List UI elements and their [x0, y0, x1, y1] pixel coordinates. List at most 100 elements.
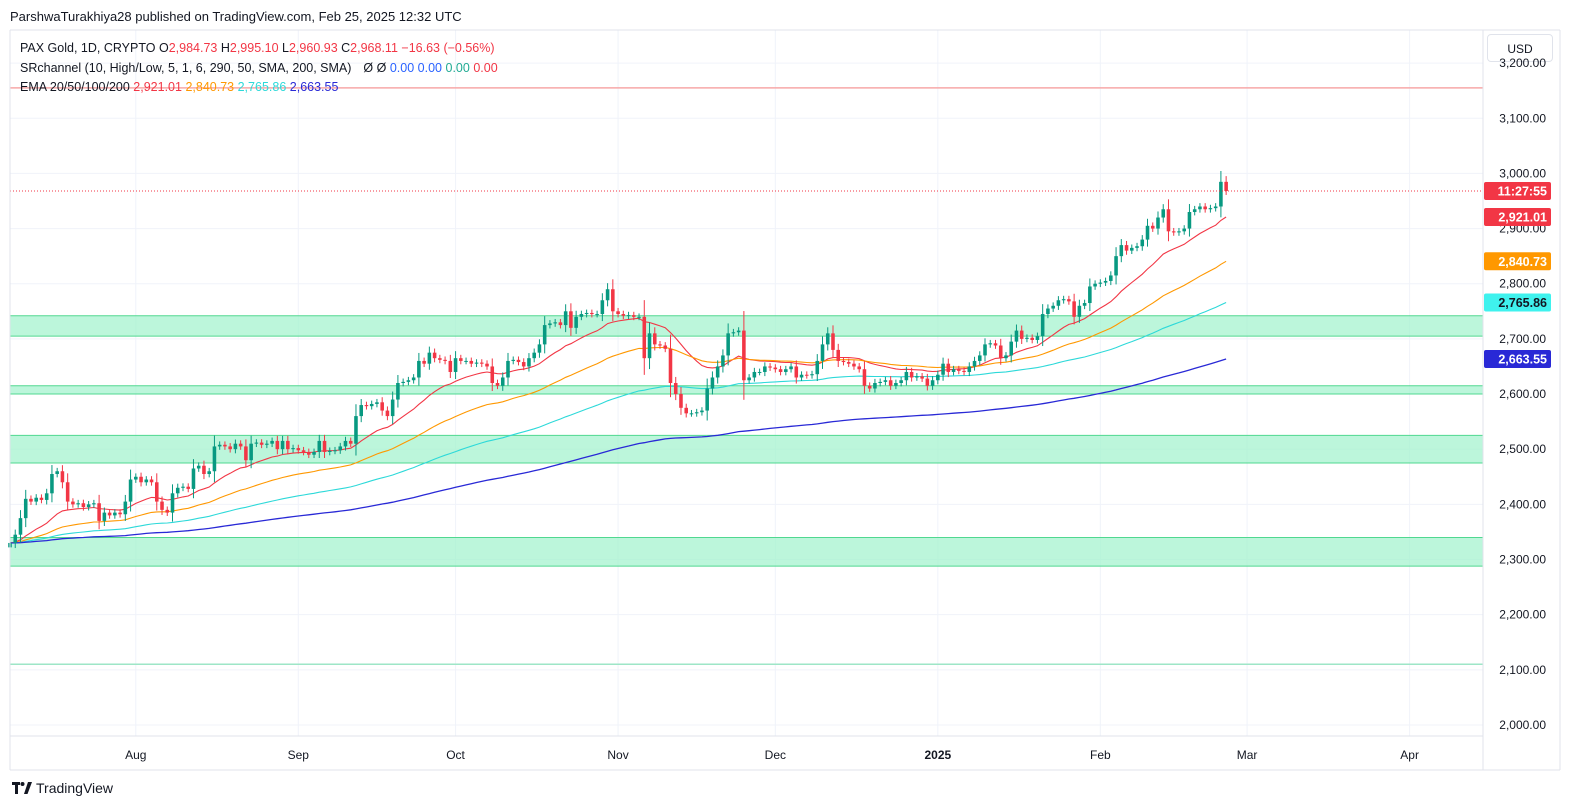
ema20-tag-label: 2,921.01 — [1498, 210, 1547, 224]
time-tick-label: Oct — [446, 748, 465, 762]
candle-body — [773, 367, 778, 370]
candle-body — [1030, 337, 1034, 340]
price-tick-label: 3,000.00 — [1499, 166, 1546, 180]
candle-body — [1019, 330, 1024, 339]
candle-body — [469, 360, 474, 364]
candle-body — [144, 479, 149, 483]
sr-level-lines — [10, 87, 1483, 666]
price-tick-label: 2,100.00 — [1499, 663, 1546, 677]
candle-body — [1067, 299, 1071, 302]
candle-body — [616, 311, 620, 315]
ema100-tag-box — [1484, 293, 1551, 312]
high-value: 2,995.10 — [229, 41, 279, 55]
candle-body — [663, 345, 668, 349]
candle-body — [322, 440, 327, 452]
srchannel-label[interactable]: SRchannel (10, High/Low, 5, 1, 6, 290, 5… — [20, 60, 352, 75]
candle-body — [1119, 245, 1124, 257]
candle-body — [805, 374, 809, 376]
candle-body — [684, 407, 688, 414]
ema20-tag-box — [1484, 207, 1551, 226]
candle-body — [375, 402, 379, 404]
price-tick-label: 3,100.00 — [1499, 111, 1546, 125]
candle-body — [694, 412, 699, 414]
candle-body — [1088, 286, 1092, 304]
candle-body — [102, 512, 107, 521]
candle-body — [936, 374, 940, 381]
candle-body — [894, 383, 898, 386]
candle-body — [951, 369, 956, 372]
candle-body — [1082, 303, 1087, 306]
candle-body — [558, 322, 563, 326]
candle-body — [212, 446, 217, 472]
time-axis[interactable]: Aug Sep Oct Nov Dec 2025 Feb Mar Apr — [125, 748, 1419, 762]
candle-body — [165, 509, 170, 513]
candle-body — [438, 358, 442, 360]
candle-body — [527, 358, 531, 367]
currency-button[interactable]: USD — [1487, 34, 1553, 62]
candle-body — [998, 345, 1003, 359]
candle-body — [532, 352, 536, 359]
candle-body — [852, 363, 856, 367]
candle-body — [621, 314, 626, 316]
candle-body — [343, 440, 348, 447]
candle-body — [825, 333, 830, 345]
candle-body — [600, 300, 605, 315]
candle-body — [1145, 225, 1150, 240]
candle-body — [312, 451, 316, 455]
ema20-value: 2,921.01 — [133, 80, 182, 94]
srchannel-value-2: Ø — [376, 60, 387, 75]
ema100-tag: 2,765.86 — [1484, 293, 1551, 312]
candle-body — [590, 312, 594, 315]
candle-body — [249, 443, 253, 461]
candle-body — [1203, 206, 1207, 210]
candle-body — [244, 446, 248, 461]
candle-body — [747, 377, 751, 381]
ema-label[interactable]: EMA 20/50/100/200 — [20, 80, 130, 94]
candle-body — [689, 413, 694, 415]
candle-body — [731, 332, 736, 334]
candle-body — [411, 377, 416, 381]
candle-body — [1124, 245, 1129, 251]
candle-body — [217, 444, 222, 447]
candle-body — [307, 451, 311, 455]
candle-body — [369, 403, 374, 407]
candle-body — [422, 360, 426, 364]
candle-body — [542, 325, 547, 345]
candle-body — [516, 359, 521, 363]
price-tick-label: 3,200.00 — [1499, 56, 1546, 70]
candle-body — [390, 399, 395, 417]
candle-body — [401, 381, 405, 383]
ema200-value: 2,663.55 — [289, 80, 339, 94]
open-label: O — [158, 41, 169, 55]
candle-body — [1161, 209, 1166, 218]
candle-body — [55, 471, 59, 475]
price-axis[interactable]: 3,200.003,100.003,000.002,900.002,800.00… — [1499, 56, 1546, 732]
candle-body — [259, 442, 264, 445]
candle-body — [721, 355, 725, 367]
candle-body — [784, 369, 788, 372]
candle-body — [464, 360, 468, 362]
candle-body — [175, 487, 180, 494]
candle-body — [862, 369, 867, 386]
candle-body — [500, 377, 505, 386]
ema-line-50 — [9, 260, 1227, 544]
candle-body — [883, 380, 888, 382]
high-label: H — [220, 41, 230, 55]
candle-body — [752, 371, 757, 378]
ema100-tag-label: 2,765.86 — [1498, 296, 1547, 310]
candle-body — [71, 501, 75, 505]
candles — [8, 170, 1228, 552]
tradingview-logo[interactable]: TradingView — [12, 780, 113, 796]
ema-line-20 — [9, 216, 1227, 544]
candle-body — [474, 362, 479, 364]
candle-body — [1093, 283, 1097, 287]
price-tick-label: 2,000.00 — [1499, 718, 1546, 732]
candle-body — [50, 474, 54, 494]
ema-line-200 — [9, 358, 1227, 544]
ema200-tag-box — [1484, 349, 1551, 368]
candle-body — [789, 366, 793, 370]
symbol-name[interactable]: PAX Gold, 1D, CRYPTO — [20, 41, 156, 55]
candle-body — [123, 501, 128, 515]
candle-body — [495, 383, 500, 386]
